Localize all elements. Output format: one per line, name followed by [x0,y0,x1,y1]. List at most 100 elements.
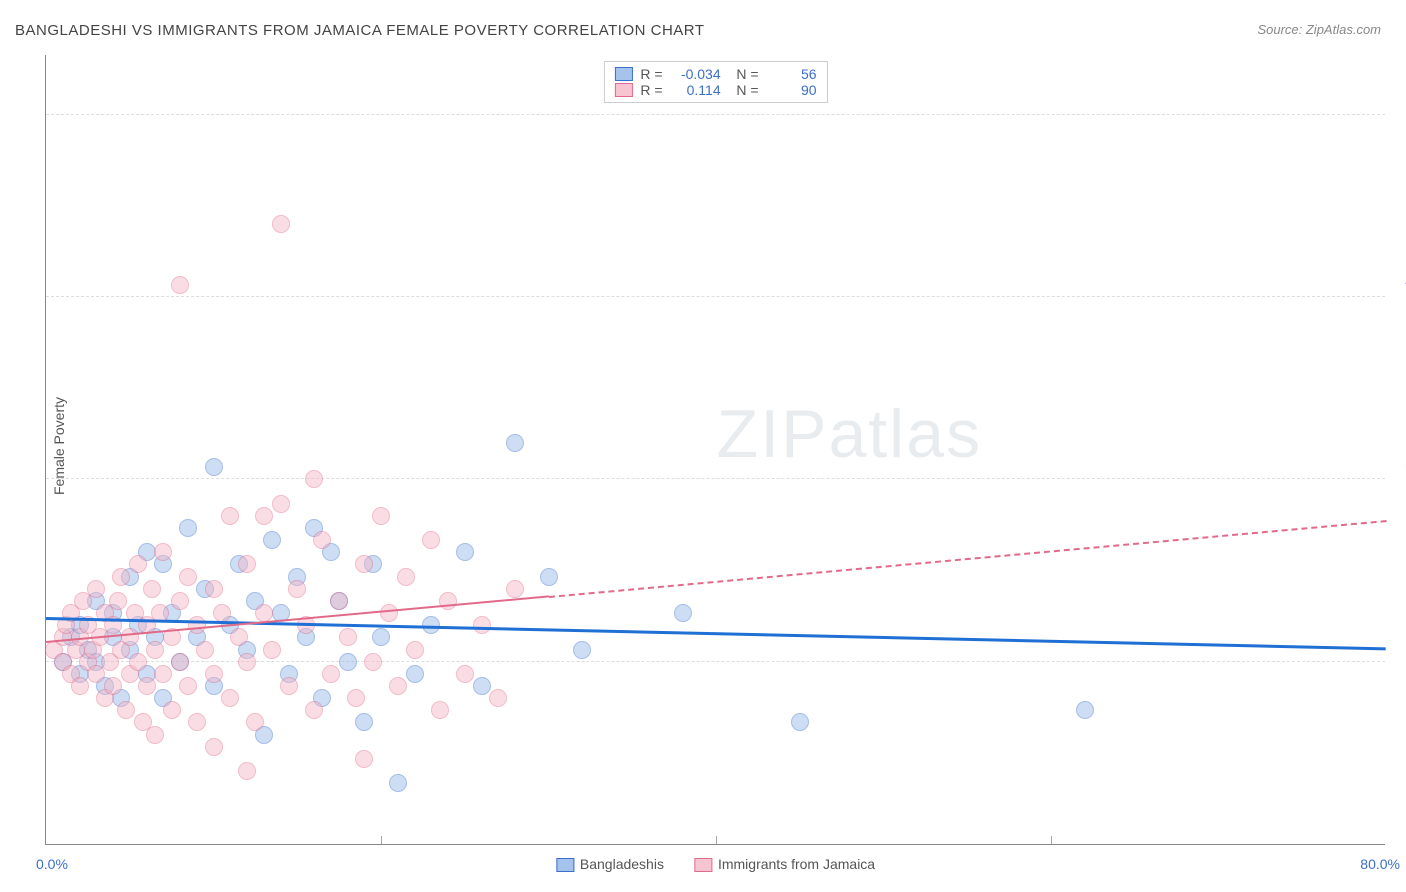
y-tick-label: 60.0% [1390,91,1406,107]
n-value-1: 56 [767,66,817,82]
data-point [104,677,122,695]
data-point [263,531,281,549]
data-point [272,495,290,513]
x-tick-minor [1051,836,1052,844]
data-point [179,677,197,695]
trend-line-dashed [548,520,1386,598]
data-point [143,580,161,598]
data-point [112,568,130,586]
data-point [255,604,273,622]
chart-title: BANGLADESHI VS IMMIGRANTS FROM JAMAICA F… [15,22,705,39]
gridline-h [46,114,1385,115]
data-point [355,750,373,768]
x-tick-minor [381,836,382,844]
series-name-1: Bangladeshis [580,856,664,872]
data-point [272,215,290,233]
data-point [372,507,390,525]
data-point [121,628,139,646]
data-point [439,592,457,610]
data-point [540,568,558,586]
data-point [129,555,147,573]
data-point [389,774,407,792]
data-point [205,458,223,476]
y-tick-label: 30.0% [1390,455,1406,471]
data-point [179,519,197,537]
data-point [188,713,206,731]
data-point [221,689,239,707]
data-point [238,762,256,780]
data-point [473,677,491,695]
data-point [71,677,89,695]
n-value-2: 90 [767,82,817,98]
data-point [406,641,424,659]
data-point [154,665,172,683]
data-point [347,689,365,707]
data-point [406,665,424,683]
legend-item-2: Immigrants from Jamaica [694,856,875,872]
data-point [146,641,164,659]
data-point [422,531,440,549]
data-point [791,713,809,731]
legend-row-series-1: R =-0.034 N =56 [614,66,816,82]
data-point [221,507,239,525]
data-point [506,580,524,598]
data-point [1076,701,1094,719]
data-point [138,677,156,695]
legend-item-1: Bangladeshis [556,856,664,872]
data-point [313,531,331,549]
x-tick-minor [716,836,717,844]
data-point [674,604,692,622]
data-point [154,543,172,561]
data-point [456,665,474,683]
data-point [339,628,357,646]
data-point [305,701,323,719]
data-point [339,653,357,671]
data-point [205,665,223,683]
data-point [389,677,407,695]
scatter-plot-area: ZIPatlas R =-0.034 N =56 R =0.114 N =90 … [45,55,1385,845]
data-point [196,641,214,659]
data-point [255,507,273,525]
gridline-h [46,296,1385,297]
data-point [364,653,382,671]
data-point [280,677,298,695]
data-point [473,616,491,634]
data-point [288,580,306,598]
data-point [171,592,189,610]
data-point [330,592,348,610]
data-point [238,555,256,573]
data-point [322,665,340,683]
x-tick-label: 0.0% [36,856,68,872]
legend-row-series-2: R =0.114 N =90 [614,82,816,98]
data-point [380,604,398,622]
data-point [355,713,373,731]
x-tick-label: 80.0% [1360,856,1400,872]
data-point [506,434,524,452]
data-point [246,713,264,731]
data-point [230,628,248,646]
data-point [573,641,591,659]
data-point [171,653,189,671]
legend-swatch-1 [614,67,632,81]
data-point [129,653,147,671]
data-point [238,653,256,671]
gridline-h [46,478,1385,479]
data-point [397,568,415,586]
data-point [188,616,206,634]
y-tick-label: 45.0% [1390,273,1406,289]
data-point [431,701,449,719]
series-legend: Bangladeshis Immigrants from Jamaica [556,856,875,872]
correlation-legend: R =-0.034 N =56 R =0.114 N =90 [603,61,827,103]
source-attribution: Source: ZipAtlas.com [1257,22,1381,37]
legend-swatch-2 [614,83,632,97]
r-value-2: 0.114 [671,82,721,98]
data-point [305,470,323,488]
watermark-text: ZIPatlas [717,395,982,473]
data-point [179,568,197,586]
data-point [489,689,507,707]
data-point [171,276,189,294]
series-name-2: Immigrants from Jamaica [718,856,875,872]
data-point [263,641,281,659]
data-point [355,555,373,573]
data-point [372,628,390,646]
